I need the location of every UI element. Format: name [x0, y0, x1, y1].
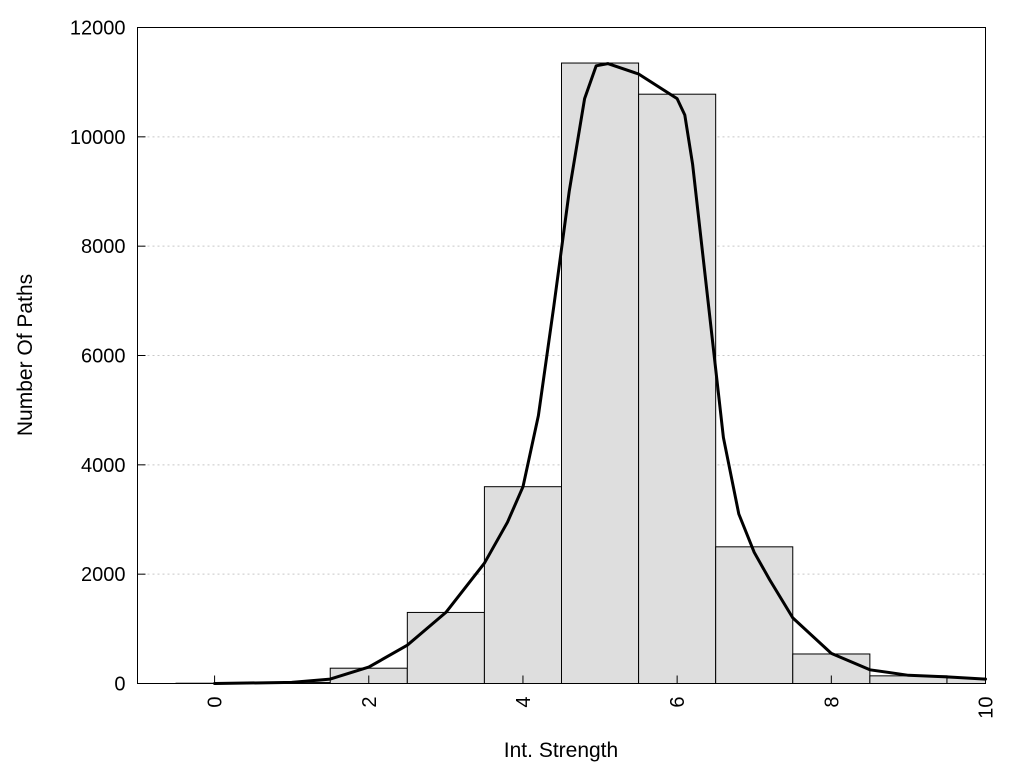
- histogram-bars: [175, 62, 986, 685]
- bar-5: [561, 62, 640, 685]
- y-tick-label-5: 10000: [70, 127, 126, 149]
- y-tick-label-2: 4000: [81, 455, 126, 477]
- bar-7: [715, 546, 794, 684]
- x-tick-label-3: 6: [667, 697, 689, 708]
- bar-4: [483, 486, 562, 685]
- y-axis-label: Number Of Paths: [14, 274, 37, 436]
- y-tick-label-0: 0: [114, 674, 125, 696]
- y-tick-label-4: 8000: [81, 236, 126, 258]
- gridlines: [137, 136, 986, 575]
- axis-ticks: [137, 27, 986, 684]
- x-tick-label-1: 2: [359, 697, 381, 708]
- x-axis-label: Int. Strength: [504, 739, 618, 762]
- x-tick-label-2: 4: [513, 697, 535, 708]
- fitted-curve: [213, 62, 987, 685]
- x-tick-label-0: 0: [205, 697, 227, 708]
- x-tick-labels: 0 2 4 6 8 10: [205, 697, 998, 719]
- y-tick-label-3: 6000: [81, 346, 126, 368]
- x-tick-label-5: 10: [976, 697, 998, 719]
- y-tick-labels: 0 2000 4000 6000 8000 10000 12000: [70, 18, 126, 696]
- y-tick-label-6: 12000: [70, 18, 126, 40]
- y-tick-label-1: 2000: [81, 564, 126, 586]
- x-tick-label-4: 8: [821, 697, 843, 708]
- bar-6: [638, 93, 717, 684]
- bar-3: [406, 611, 485, 685]
